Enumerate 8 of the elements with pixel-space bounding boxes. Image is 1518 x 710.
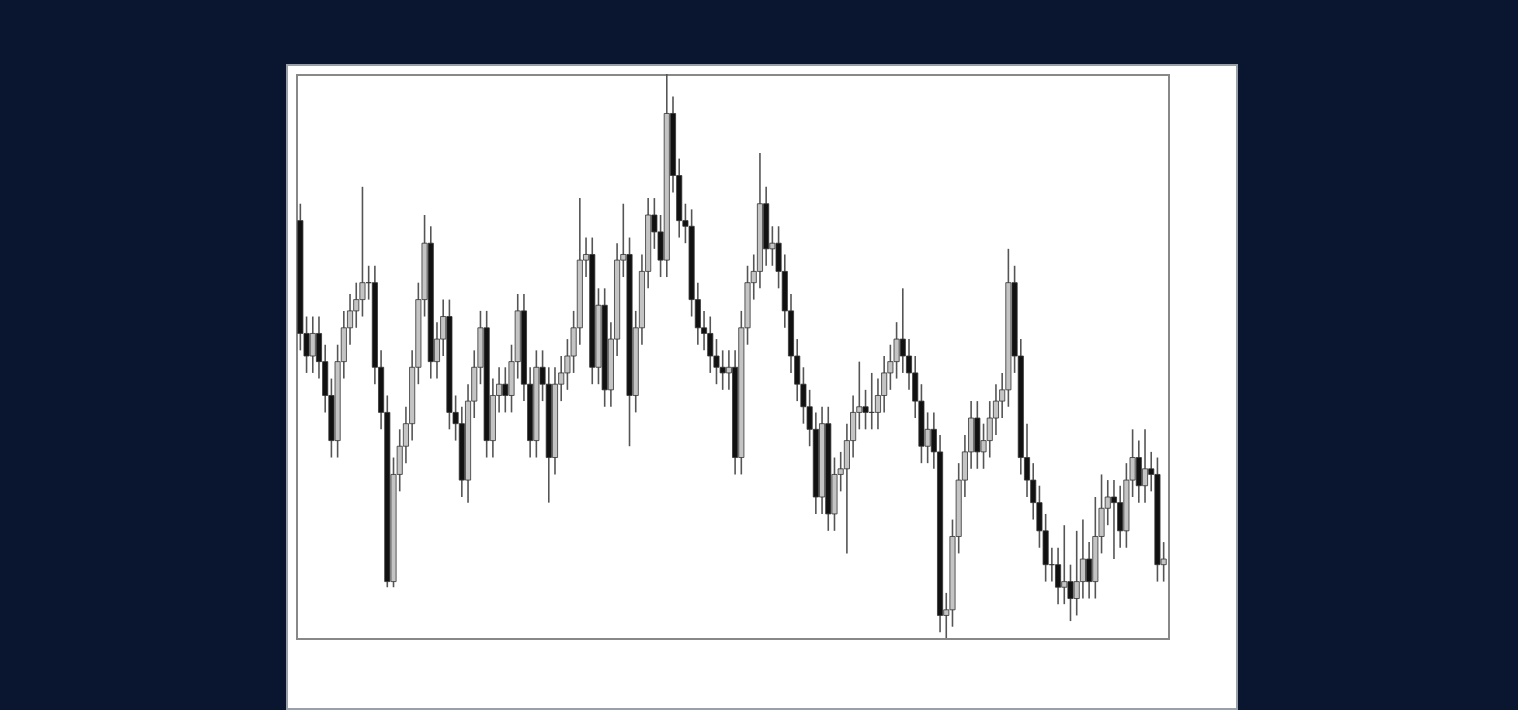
candlestick (1110, 479, 1117, 560)
candlestick (502, 366, 509, 414)
candlestick (1142, 428, 1149, 504)
candlestick (763, 186, 770, 267)
candlestick (1061, 524, 1068, 605)
candlestick (1086, 541, 1093, 600)
candlestick (974, 400, 981, 470)
candlestick (309, 315, 316, 374)
